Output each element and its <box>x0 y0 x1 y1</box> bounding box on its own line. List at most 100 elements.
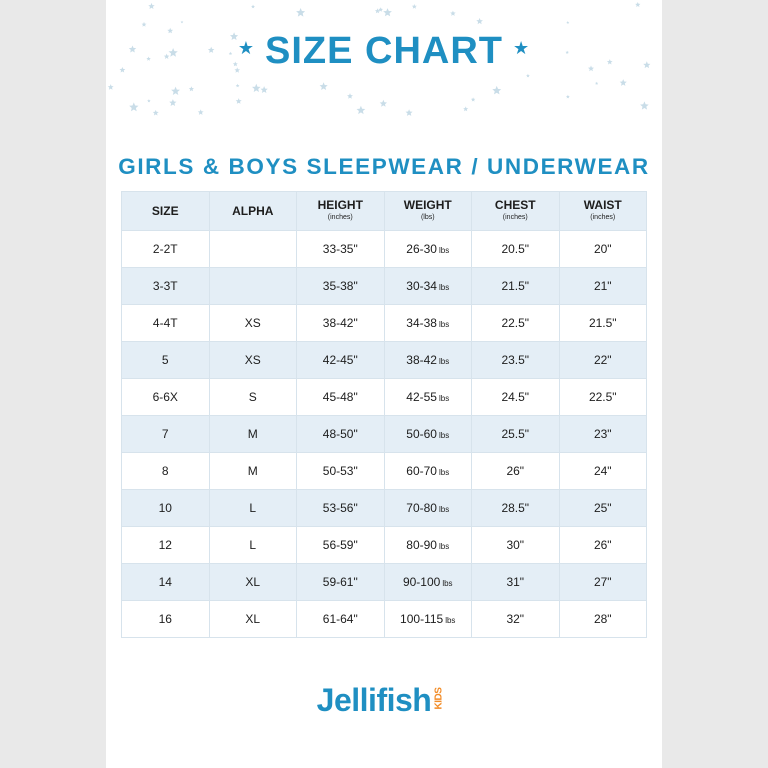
cell-waist: 21" <box>558 267 647 305</box>
star-icon <box>232 61 238 67</box>
col-header-waist: WAIST (inches) <box>558 191 647 231</box>
size-chart-sheet: ★ SIZE CHART ★ GIRLS & BOYS SLEEPWEAR / UN… <box>106 0 662 768</box>
cell-waist: 20" <box>558 230 647 268</box>
table-row: 2-2T 33-35" 26-30 lbs 20.5" 20" <box>121 230 647 268</box>
star-icon <box>566 94 570 99</box>
cell-size: 12 <box>121 526 210 564</box>
cell-waist: 22" <box>558 341 647 379</box>
table-row: 3-3T 35-38" 30-34 lbs 21.5" 21" <box>121 267 647 305</box>
cell-alpha: M <box>208 415 297 453</box>
cell-height: 48-50" <box>296 415 385 453</box>
table-row: 4-4T XS 38-42" 34-38 lbs 22.5" 21.5" <box>121 304 647 342</box>
star-icon <box>107 84 114 90</box>
cell-weight: 100-115 lbs <box>383 600 472 638</box>
page-title-text: SIZE CHART <box>265 30 503 72</box>
cell-size: 2-2T <box>121 230 210 268</box>
cell-chest: 20.5" <box>471 230 560 268</box>
star-icon <box>566 20 570 24</box>
star-icon <box>148 2 155 9</box>
star-icon <box>234 67 240 73</box>
page-title: ★ SIZE CHART ★ <box>106 30 662 73</box>
cell-alpha: L <box>208 526 297 564</box>
col-header-size: SIZE <box>121 191 210 231</box>
star-icon <box>356 105 366 115</box>
star-icon <box>379 99 387 107</box>
cell-size: 10 <box>121 489 210 527</box>
cell-waist: 28" <box>558 600 647 638</box>
table-row: 5 XS 42-45" 38-42 lbs 23.5" 22" <box>121 341 647 379</box>
cell-weight: 38-42 lbs <box>383 341 472 379</box>
star-icon <box>595 81 599 85</box>
star-icon <box>526 73 530 78</box>
cell-size: 7 <box>121 415 210 453</box>
star-icon <box>251 4 255 9</box>
star-icon <box>167 27 174 34</box>
star-icon <box>383 8 392 17</box>
table-row: 14 XL 59-61" 90-100 lbs 31" 27" <box>121 563 647 601</box>
star-icon <box>463 106 469 112</box>
cell-weight: 80-90 lbs <box>383 526 472 564</box>
star-icon <box>169 99 177 106</box>
cell-chest: 25.5" <box>471 415 560 453</box>
cell-size: 14 <box>121 563 210 601</box>
cell-waist: 26" <box>558 526 647 564</box>
star-icon <box>146 56 151 61</box>
star-icon <box>374 8 381 14</box>
cell-alpha <box>208 267 297 305</box>
star-icon <box>235 98 242 104</box>
star-icon <box>235 83 240 88</box>
star-icon <box>296 8 306 17</box>
cell-chest: 21.5" <box>471 267 560 305</box>
col-header-alpha: ALPHA <box>208 191 297 231</box>
cell-weight: 34-38 lbs <box>383 304 472 342</box>
star-icon <box>141 21 147 27</box>
cell-size: 4-4T <box>121 304 210 342</box>
cell-chest: 22.5" <box>471 304 560 342</box>
cell-alpha <box>208 230 297 268</box>
cell-weight: 42-55 lbs <box>383 378 472 416</box>
cell-chest: 23.5" <box>471 341 560 379</box>
star-icon <box>171 86 180 95</box>
cell-height: 53-56" <box>296 489 385 527</box>
cell-alpha: L <box>208 489 297 527</box>
star-icon <box>168 48 178 57</box>
star-icon <box>180 20 184 24</box>
star-icon <box>378 7 383 12</box>
col-header-height: HEIGHT (inches) <box>296 191 385 231</box>
cell-waist: 24" <box>558 452 647 490</box>
star-icon <box>207 46 215 53</box>
star-icon <box>197 109 204 115</box>
cell-size: 3-3T <box>121 267 210 305</box>
star-icon: ★ <box>513 38 531 59</box>
star-pattern-decoration <box>107 2 651 116</box>
cell-chest: 24.5" <box>471 378 560 416</box>
size-table: SIZE ALPHA HEIGHT (inches) WEIGHT (lbs) CH… <box>121 191 647 638</box>
star-icon <box>347 93 353 99</box>
table-heading: GIRLS & BOYS SLEEPWEAR / UNDERWEAR <box>118 154 650 179</box>
star-icon <box>163 53 170 59</box>
table-header-row: SIZE ALPHA HEIGHT (inches) WEIGHT (lbs) CH… <box>121 191 647 231</box>
star-icon <box>230 32 239 40</box>
cell-size: 16 <box>121 600 210 638</box>
cell-size: 5 <box>121 341 210 379</box>
cell-height: 38-42" <box>296 304 385 342</box>
cell-height: 42-45" <box>296 341 385 379</box>
cell-height: 56-59" <box>296 526 385 564</box>
cell-chest: 31" <box>471 563 560 601</box>
cell-weight: 30-34 lbs <box>383 267 472 305</box>
star-icon <box>411 4 417 9</box>
cell-size: 8 <box>121 452 210 490</box>
table-row: 12 L 56-59" 80-90 lbs 30" 26" <box>121 526 647 564</box>
cell-height: 61-64" <box>296 600 385 638</box>
star-icon <box>476 17 483 25</box>
cell-waist: 27" <box>558 563 647 601</box>
star-icon <box>147 99 151 103</box>
brand-tag: KIDS <box>433 687 445 710</box>
cell-chest: 28.5" <box>471 489 560 527</box>
cell-alpha: XL <box>208 563 297 601</box>
cell-height: 45-48" <box>296 378 385 416</box>
star-icon <box>129 102 139 112</box>
star-icon <box>252 83 261 92</box>
star-icon <box>188 86 194 92</box>
cell-height: 59-61" <box>296 563 385 601</box>
